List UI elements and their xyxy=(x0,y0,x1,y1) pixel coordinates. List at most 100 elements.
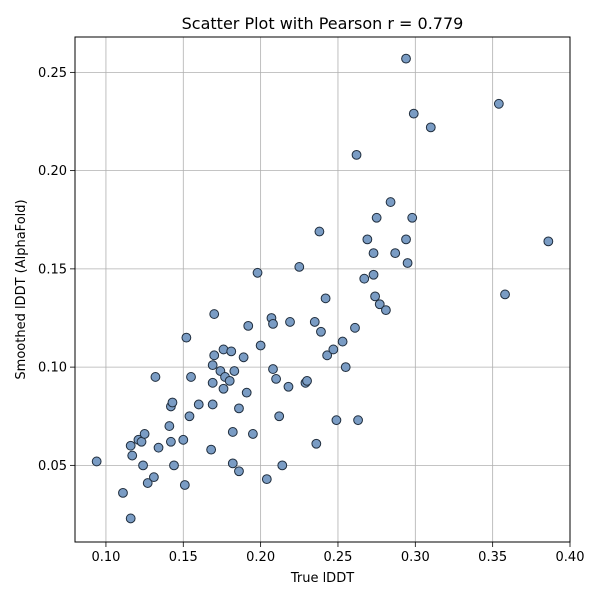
data-point xyxy=(125,513,136,524)
y-tick-label: 0.10 xyxy=(38,361,67,376)
data-point xyxy=(218,383,229,394)
x-tick-label: 0.30 xyxy=(401,550,430,565)
data-point xyxy=(167,397,178,408)
data-point xyxy=(227,458,238,469)
data-point xyxy=(350,322,360,333)
data-point xyxy=(193,399,204,410)
x-tick-label: 0.35 xyxy=(478,550,507,565)
data-point xyxy=(164,421,175,431)
data-point xyxy=(322,350,333,361)
y-tick-label: 0.25 xyxy=(38,66,67,81)
data-point xyxy=(268,318,278,329)
data-point xyxy=(227,427,238,437)
data-point xyxy=(179,480,190,490)
data-point xyxy=(252,267,263,278)
data-point xyxy=(153,442,164,453)
data-point xyxy=(224,375,235,386)
data-point xyxy=(255,340,266,351)
data-point xyxy=(408,108,419,119)
data-point xyxy=(371,212,382,223)
y-tick-label: 0.15 xyxy=(38,262,67,277)
data-point xyxy=(181,332,192,343)
data-point xyxy=(241,387,252,398)
x-tick-label: 0.15 xyxy=(169,550,198,565)
x-tick-label: 0.40 xyxy=(556,550,585,565)
data-point xyxy=(184,411,195,422)
data-point xyxy=(234,403,244,414)
data-point xyxy=(229,366,240,376)
data-point xyxy=(139,429,150,439)
data-point xyxy=(209,350,220,361)
x-tick-label: 0.20 xyxy=(246,550,275,565)
x-axis-ticks: 0.10 0.15 0.20 0.25 0.30 0.35 0.40 xyxy=(91,542,584,565)
data-point xyxy=(207,377,218,388)
data-point xyxy=(166,436,176,447)
data-point xyxy=(247,429,258,439)
data-point xyxy=(268,364,278,374)
data-point xyxy=(243,320,254,331)
data-point xyxy=(283,381,294,392)
data-point xyxy=(368,248,379,259)
data-point xyxy=(142,478,153,488)
data-point xyxy=(402,258,413,268)
data-point xyxy=(148,472,159,483)
data-point xyxy=(261,474,272,485)
data-point xyxy=(316,326,326,337)
data-point xyxy=(320,293,331,304)
data-point xyxy=(407,212,418,223)
x-axis-label: True lDDT xyxy=(290,571,354,586)
data-point xyxy=(302,375,312,386)
plot-frame xyxy=(74,36,571,543)
data-point xyxy=(370,291,380,302)
data-point xyxy=(385,197,396,207)
data-point xyxy=(390,248,401,259)
data-points xyxy=(91,53,554,524)
data-point xyxy=(353,415,363,426)
data-point xyxy=(207,360,218,371)
x-tick-label: 0.10 xyxy=(91,550,120,565)
data-point xyxy=(277,460,288,471)
data-point xyxy=(359,273,370,284)
data-point xyxy=(309,317,320,327)
data-point xyxy=(150,372,161,382)
data-point xyxy=(328,344,339,355)
data-point xyxy=(311,438,322,449)
data-point xyxy=(362,234,373,245)
data-point xyxy=(381,305,391,316)
data-point xyxy=(351,149,362,160)
x-tick-label: 0.25 xyxy=(323,550,352,565)
y-axis-ticks: 0.05 0.10 0.15 0.20 0.25 xyxy=(38,66,75,474)
data-point xyxy=(271,374,281,384)
data-point xyxy=(500,289,510,300)
chart-title: Scatter Plot with Pearson r = 0.779 xyxy=(182,14,464,33)
data-point xyxy=(425,122,436,133)
data-point xyxy=(285,317,295,327)
data-point xyxy=(226,346,237,357)
data-point xyxy=(206,444,217,455)
y-tick-label: 0.05 xyxy=(38,459,67,474)
data-point xyxy=(368,269,379,280)
data-point xyxy=(294,262,305,272)
data-point xyxy=(274,411,285,422)
data-point xyxy=(314,226,325,237)
data-point xyxy=(178,434,189,445)
data-point xyxy=(91,456,102,467)
y-tick-label: 0.20 xyxy=(38,164,67,179)
data-point xyxy=(337,336,348,347)
data-point xyxy=(374,299,385,310)
data-point xyxy=(234,466,244,477)
data-point xyxy=(401,234,411,245)
data-point xyxy=(209,309,220,319)
data-point xyxy=(543,236,554,247)
data-point xyxy=(238,352,249,363)
data-point xyxy=(127,450,138,461)
data-point xyxy=(401,53,411,64)
data-point xyxy=(125,440,136,451)
data-point xyxy=(186,372,196,382)
data-point xyxy=(169,460,179,471)
data-point xyxy=(207,399,218,410)
data-point xyxy=(138,460,148,471)
y-axis-label: Smoothed lDDT (AlphaFold) xyxy=(14,199,29,379)
data-point xyxy=(493,98,504,109)
